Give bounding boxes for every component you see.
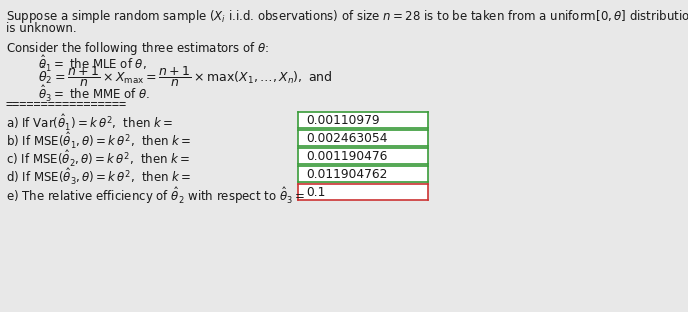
Text: a) If $\mathrm{Var}(\hat{\theta}_1) = k\,\theta^2$,  then $k = $: a) If $\mathrm{Var}(\hat{\theta}_1) = k\… [6,113,173,133]
Text: Consider the following three estimators of $\theta$:: Consider the following three estimators … [6,40,270,57]
Text: e) The relative efficiency of $\hat{\theta}_2$ with respect to $\hat{\theta}_3 =: e) The relative efficiency of $\hat{\the… [6,185,305,206]
Text: 0.002463054: 0.002463054 [305,131,387,144]
Text: =================: ================= [6,98,127,111]
Text: 0.00110979: 0.00110979 [305,114,379,126]
Text: b) If $\mathrm{MSE}(\hat{\theta}_1, \theta) = k\,\theta^2$,  then $k = $: b) If $\mathrm{MSE}(\hat{\theta}_1, \the… [6,131,191,151]
Text: 0.1: 0.1 [305,186,325,198]
Text: 0.011904762: 0.011904762 [305,168,387,181]
Text: c) If $\mathrm{MSE}(\hat{\theta}_2, \theta) = k\,\theta^2$,  then $k = $: c) If $\mathrm{MSE}(\hat{\theta}_2, \the… [6,149,191,169]
Text: $\hat{\theta}_3 =$ the MME of $\theta$.: $\hat{\theta}_3 =$ the MME of $\theta$. [38,84,150,104]
Text: $\hat{\theta}_2 = \dfrac{n+1}{n} \times X_{\mathrm{max}} = \dfrac{n+1}{n} \times: $\hat{\theta}_2 = \dfrac{n+1}{n} \times … [38,65,333,90]
Text: Suppose a simple random sample ($X_i$ i.i.d. observations) of size $n = 28$ is t: Suppose a simple random sample ($X_i$ i.… [6,8,688,25]
Text: $\hat{\theta}_1 =$ the MLE of $\theta$,: $\hat{\theta}_1 =$ the MLE of $\theta$, [38,54,147,74]
Text: is unknown.: is unknown. [6,22,76,35]
Text: 0.001190476: 0.001190476 [305,149,387,163]
Text: d) If $\mathrm{MSE}(\hat{\theta}_3, \theta) = k\,\theta^2$,  then $k = $: d) If $\mathrm{MSE}(\hat{\theta}_3, \the… [6,167,191,187]
